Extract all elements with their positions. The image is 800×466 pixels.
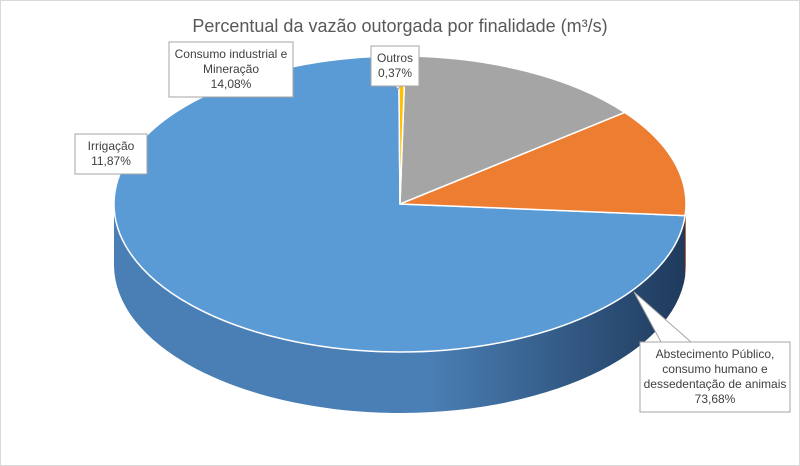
pie-side-abstecimento-publico-consumo-humano-e-dessedentacao-de-animais (114, 204, 686, 413)
pie-side-irrigacao (685, 204, 686, 277)
pie-sides (114, 204, 686, 413)
chart-title: Percentual da vazão outorgada por finali… (192, 16, 607, 36)
callout-value: 73,68% (695, 392, 736, 406)
callout-box (74, 133, 148, 175)
data-callouts: Abstecimento Público,consumo humano edes… (74, 41, 791, 413)
callout-pointer (633, 291, 692, 343)
callout-value: 11,87% (91, 154, 131, 168)
callout-label: Outros (377, 51, 413, 65)
callout-label: Abstecimento Público, (656, 347, 775, 361)
callout-box (639, 341, 791, 413)
callout-value: 14,08% (211, 77, 252, 91)
callout-label: Consumo industrial e (175, 47, 288, 61)
pie-slice-consumo-industrial-e-mineracao[interactable] (399, 55, 626, 205)
callout-label: Mineração (203, 62, 259, 76)
callout-label: consumo humano e (662, 362, 768, 376)
callout-box (168, 41, 294, 98)
pie-tops (113, 55, 687, 353)
callout-value: 0,37% (378, 66, 412, 80)
callout-label: Irrigação (88, 139, 135, 153)
callout-abstecimento-publico-consumo-humano-e-dessedentacao-de-animais: Abstecimento Público,consumo humano edes… (633, 291, 791, 413)
callout-label: dessedentação de animais (644, 377, 787, 391)
callout-box (370, 45, 420, 87)
pie-slice-irrigacao[interactable] (399, 111, 687, 217)
